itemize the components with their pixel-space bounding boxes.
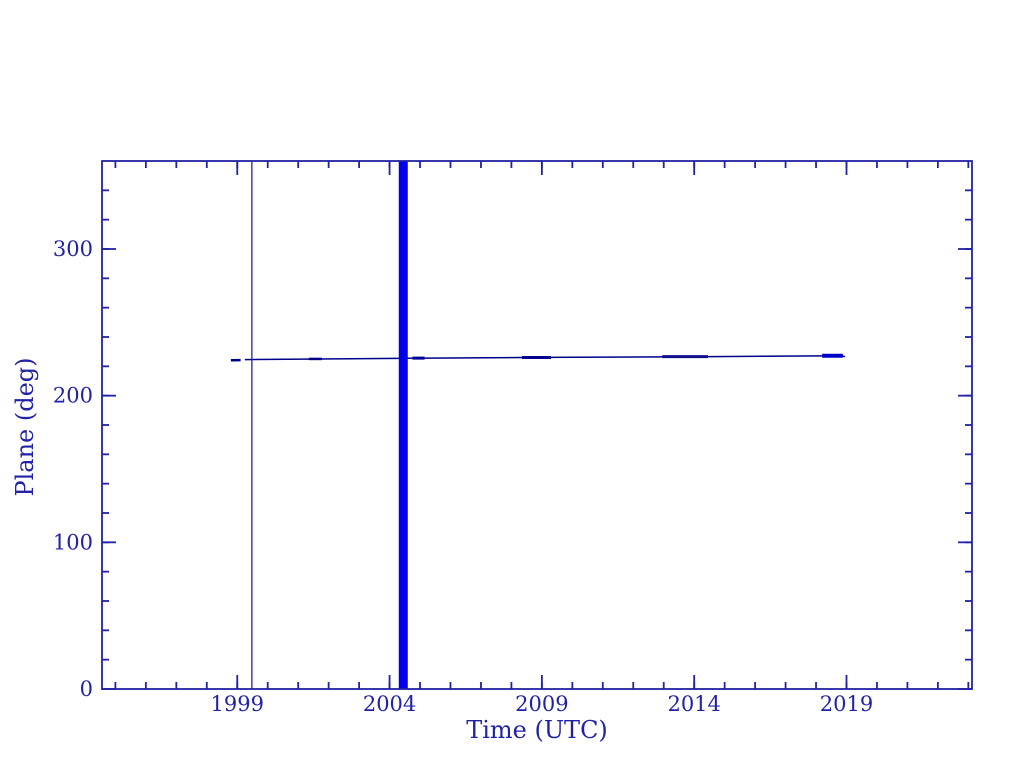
x-tick-label-2009: 2009 [515,692,568,716]
y-tick-label-100: 100 [53,530,93,554]
y-axis-title: Plane (deg) [11,357,39,497]
x-tick-label-1999: 1999 [211,692,264,716]
x-tick-label-2004: 2004 [363,692,416,716]
y-tick-label-300: 300 [53,237,93,261]
x-axis-title: Time (UTC) [466,716,608,744]
x-tick-label-2019: 2019 [820,692,873,716]
plot-box [101,160,973,690]
x-tick-label-2014: 2014 [667,692,720,716]
y-tick-label-0: 0 [80,677,93,701]
y-tick-label-200: 200 [53,384,93,408]
